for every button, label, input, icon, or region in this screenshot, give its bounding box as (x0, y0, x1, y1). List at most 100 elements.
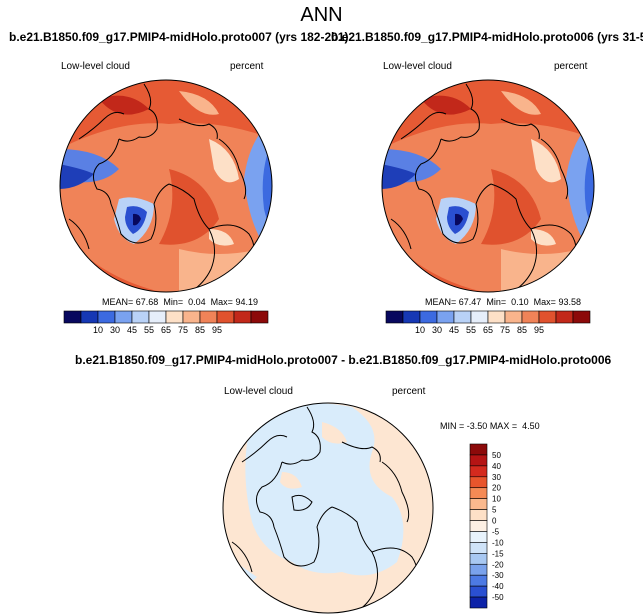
colorbar-tick-label: 55 (466, 325, 476, 335)
colorbar-swatch (469, 531, 488, 543)
colorbar-swatch (469, 585, 488, 598)
panel-3-max-label: MAX = (489, 421, 518, 431)
colorbar-swatch (453, 310, 472, 324)
colorbar-tick-label: 75 (178, 325, 188, 335)
panel-1-min-value: 0.04 (188, 297, 206, 307)
panel-3-stats: MIN = -3.50 MAX = 4.50 (440, 421, 540, 431)
colorbar-swatch (469, 520, 488, 532)
panel-2-variable-label: Low-level cloud (383, 61, 452, 72)
colorbar-tick-label: 10 (415, 325, 425, 335)
colorbar-swatch (469, 596, 488, 609)
panel-3-max-value: 4.50 (522, 421, 540, 431)
panel-3-title: b.e21.B1850.f09_g17.PMIP4-midHolo.proto0… (75, 353, 612, 367)
panel-1-min-label: Min= (163, 297, 184, 307)
panel-2-min-label: Min= (486, 297, 507, 307)
figure-title: ANN (300, 4, 343, 26)
panel-1-variable-label: Low-level cloud (61, 61, 130, 72)
colorbar-swatch (469, 542, 488, 554)
colorbar-swatch (555, 310, 574, 324)
panel-1-max-label: Max= (210, 297, 233, 307)
colorbar-swatch (469, 443, 488, 456)
colorbar-tick-label: 0 (492, 517, 497, 526)
colorbar-swatch (385, 310, 404, 324)
panel-1-title: b.e21.B1850.f09_g17.PMIP4-midHolo.proto0… (9, 30, 349, 44)
colorbar-swatch (469, 563, 488, 576)
colorbar-swatch (419, 310, 438, 324)
panel-2-colorbar: 10 30 45 55 65 75 85 95 (385, 310, 591, 335)
panel-3-polar-map (222, 402, 434, 614)
colorbar-tick-label: -50 (492, 593, 504, 602)
panel-2-min-value: 0.10 (511, 297, 529, 307)
panel-1-stats: MEAN= 67.68 Min= 0.04 Max= 94.19 (102, 297, 258, 307)
panel-2-title: b.e21.B1850.f09_g17.PMIP4-midHolo.proto0… (331, 30, 643, 44)
colorbar-tick-label: -15 (492, 549, 504, 558)
colorbar-tick-label: 30 (110, 325, 120, 335)
colorbar-tick-label: 40 (492, 462, 501, 471)
colorbar-tick-label: -20 (492, 560, 504, 569)
colorbar-swatch (80, 310, 99, 324)
colorbar-swatch (572, 310, 591, 324)
colorbar-tick-label: 95 (212, 325, 222, 335)
colorbar-swatch (469, 498, 488, 510)
panel-2-polar-map (381, 79, 595, 293)
panel-2-mean-value: 67.47 (458, 297, 482, 307)
colorbar-swatch (469, 553, 488, 565)
panel-3-min-label: MIN = (440, 421, 465, 431)
colorbar-swatch (538, 310, 557, 324)
panel-1-mean-value: 67.68 (135, 297, 159, 307)
colorbar-tick-label: 30 (492, 473, 501, 482)
colorbar-tick-label: 65 (161, 325, 171, 335)
colorbar-swatch (63, 310, 82, 324)
colorbar-swatch (469, 465, 488, 478)
colorbar-tick-label: -30 (492, 571, 504, 580)
colorbar-swatch (199, 310, 218, 324)
panel-3-min-value: -3.50 (466, 421, 488, 431)
panel-1-units-label: percent (230, 61, 264, 72)
colorbar-swatch (469, 487, 488, 499)
colorbar-tick-label: 30 (432, 325, 442, 335)
colorbar-swatch (131, 310, 150, 324)
colorbar-swatch (250, 310, 269, 324)
colorbar-tick-label: 95 (534, 325, 544, 335)
panel-1-colorbar: 10 30 45 55 65 75 85 95 (63, 310, 269, 335)
colorbar-tick-label: 55 (144, 325, 154, 335)
colorbar-tick-label: -40 (492, 582, 504, 591)
colorbar-swatch (487, 310, 506, 324)
colorbar-tick-label: 65 (483, 325, 493, 335)
colorbar-tick-label: 5 (492, 506, 497, 515)
panel-1-mean-label: MEAN= (102, 297, 134, 307)
colorbar-swatch (470, 310, 489, 324)
colorbar-swatch (504, 310, 523, 324)
panel-1-polar-map (59, 79, 273, 293)
colorbar-swatch (436, 310, 455, 324)
colorbar-swatch (216, 310, 235, 324)
colorbar-swatch (148, 310, 167, 324)
colorbar-tick-label: -5 (492, 527, 500, 536)
colorbar-tick-label: 10 (492, 495, 501, 504)
colorbar-tick-label: 10 (93, 325, 103, 335)
colorbar-swatch (469, 574, 488, 587)
panel-2-max-label: Max= (533, 297, 556, 307)
colorbar-swatch (402, 310, 421, 324)
panel-2-stats: MEAN= 67.47 Min= 0.10 Max= 93.58 (425, 297, 581, 307)
colorbar-swatch (469, 476, 488, 489)
colorbar-tick-label: 45 (449, 325, 459, 335)
panel-2-units-label: percent (554, 61, 588, 72)
colorbar-tick-label: 85 (517, 325, 527, 335)
colorbar-swatch (469, 509, 488, 521)
panel-2-max-value: 93.58 (558, 297, 581, 307)
panel-3-variable-label: Low-level cloud (224, 386, 293, 397)
colorbar-swatch (97, 310, 116, 324)
colorbar-swatch (114, 310, 133, 324)
colorbar-swatch (233, 310, 252, 324)
colorbar-tick-label: 85 (195, 325, 205, 335)
panel-2-mean-label: MEAN= (425, 297, 457, 307)
colorbar-swatch (182, 310, 201, 324)
colorbar-tick-label: 45 (127, 325, 137, 335)
colorbar-tick-label: 75 (500, 325, 510, 335)
colorbar-tick-label: 50 (492, 451, 501, 460)
colorbar-swatch (469, 454, 488, 467)
colorbar-tick-label: -10 (492, 538, 504, 547)
panel-3-units-label: percent (392, 386, 426, 397)
